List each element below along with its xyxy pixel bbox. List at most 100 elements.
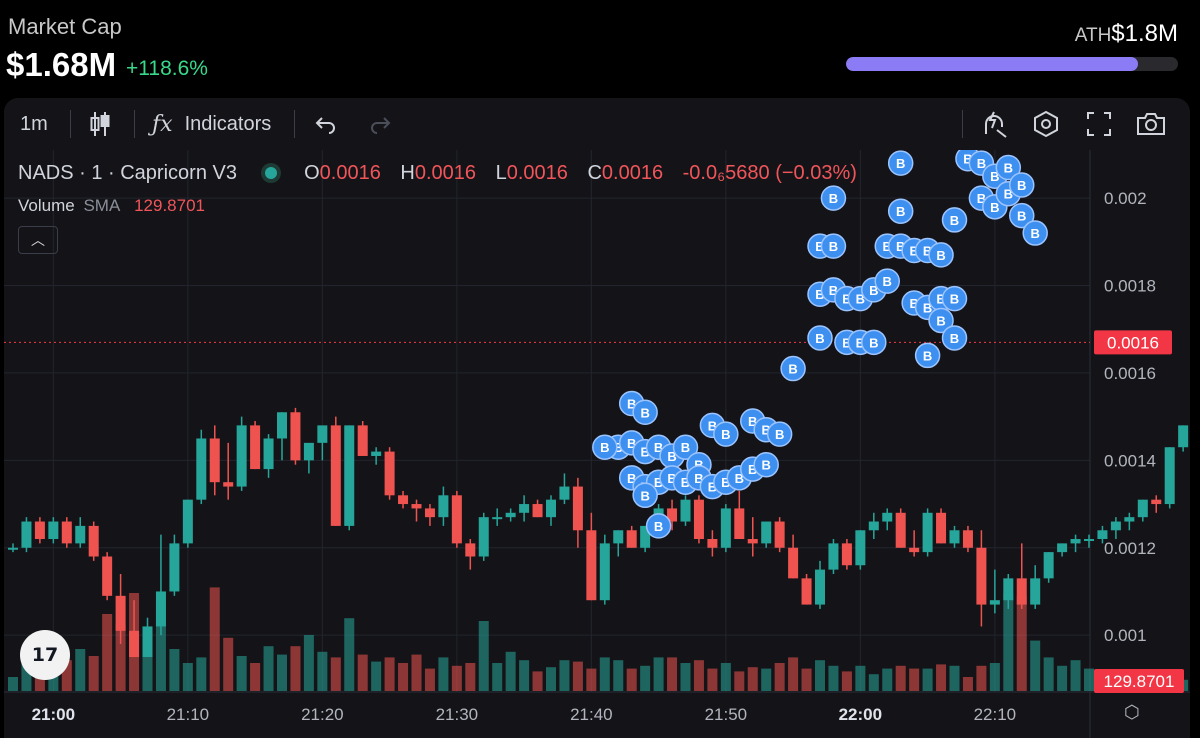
buy-marker[interactable] <box>941 325 968 351</box>
buy-marker[interactable] <box>632 399 658 426</box>
buy-marker[interactable] <box>914 342 941 369</box>
interval-button[interactable]: 1m <box>20 112 48 135</box>
candle-body[interactable] <box>815 569 825 605</box>
indicators-button[interactable]: ƒx Indicators <box>152 98 271 150</box>
collapse-legend-button[interactable]: ︿ <box>18 226 58 254</box>
undo-icon[interactable] <box>314 98 338 150</box>
buy-marker[interactable] <box>766 421 793 447</box>
candle-body[interactable] <box>572 486 583 531</box>
settings-icon[interactable] <box>1032 98 1060 150</box>
candle-body[interactable] <box>451 495 462 544</box>
candle-body[interactable] <box>182 499 193 544</box>
candle-body[interactable] <box>492 517 503 520</box>
candle-body[interactable] <box>1124 517 1135 522</box>
candle-body[interactable] <box>48 521 59 540</box>
candle-body[interactable] <box>680 499 691 522</box>
fullscreen-icon[interactable] <box>1086 98 1112 150</box>
candle-body[interactable] <box>613 530 624 544</box>
candle-body[interactable] <box>882 512 893 522</box>
candle-body[interactable] <box>841 543 852 566</box>
candle-body[interactable] <box>1151 499 1162 505</box>
buy-marker[interactable] <box>887 198 914 224</box>
candles-icon[interactable] <box>88 98 112 150</box>
candle-body[interactable] <box>465 543 476 557</box>
candle-body[interactable] <box>277 412 287 439</box>
candle-body[interactable] <box>532 504 543 518</box>
candle-body[interactable] <box>250 425 261 470</box>
candle-body[interactable] <box>155 591 166 627</box>
alert-icon[interactable] <box>980 98 1008 150</box>
candle-body[interactable] <box>371 451 382 456</box>
buy-marker[interactable] <box>645 513 672 539</box>
buy-marker[interactable] <box>941 285 968 312</box>
candle-body[interactable] <box>519 504 530 513</box>
buy-marker[interactable] <box>928 242 954 268</box>
candle-body[interactable] <box>720 508 731 548</box>
candle-body[interactable] <box>1164 447 1175 505</box>
chart-canvas[interactable]: 0.002 0.0018 0.0016 0.0014 0.0012 0.001 21:00 2… <box>4 145 1190 738</box>
candle-body[interactable] <box>344 425 355 526</box>
candle-body[interactable] <box>546 499 556 518</box>
candle-body[interactable] <box>1057 543 1068 553</box>
candle-body[interactable] <box>115 595 126 631</box>
candle-body[interactable] <box>88 525 99 557</box>
candle-body[interactable] <box>855 530 866 566</box>
buy-marker[interactable] <box>1009 172 1035 198</box>
buy-marker[interactable] <box>672 434 699 460</box>
candle-body[interactable] <box>828 543 839 570</box>
candle-body[interactable] <box>559 486 570 500</box>
candle-body[interactable] <box>8 547 18 550</box>
candle-body[interactable] <box>734 508 745 540</box>
buy-marker[interactable] <box>1022 220 1048 246</box>
candle-body[interactable] <box>34 521 45 540</box>
candle-body[interactable] <box>236 425 247 487</box>
candle-body[interactable] <box>936 512 947 544</box>
candle-body[interactable] <box>317 425 328 443</box>
candle-body[interactable] <box>774 521 785 548</box>
axis-settings-icon[interactable]: ⬡ <box>1124 702 1140 722</box>
candle-body[interactable] <box>398 495 409 505</box>
candle-body[interactable] <box>1070 539 1081 544</box>
candle-body[interactable] <box>949 530 960 544</box>
camera-icon[interactable] <box>1136 98 1166 150</box>
candle-body[interactable] <box>962 530 973 548</box>
buy-marker[interactable] <box>713 421 739 447</box>
candle-body[interactable] <box>801 578 812 605</box>
buy-marker[interactable] <box>592 434 618 460</box>
candle-body[interactable] <box>868 521 879 531</box>
candle-body[interactable] <box>330 425 341 526</box>
candle-body[interactable] <box>1178 425 1189 448</box>
candle-body[interactable] <box>693 499 704 540</box>
buy-marker[interactable] <box>874 268 900 294</box>
candle-body[interactable] <box>989 600 1000 605</box>
candle-body[interactable] <box>102 556 113 596</box>
candle-body[interactable] <box>599 543 610 601</box>
candle-body[interactable] <box>196 438 207 500</box>
candle-body[interactable] <box>169 543 180 592</box>
candle-body[interactable] <box>223 482 234 487</box>
candle-body[interactable] <box>788 547 799 579</box>
buy-marker[interactable] <box>820 185 847 211</box>
candle-body[interactable] <box>438 495 449 518</box>
candle-body[interactable] <box>303 442 314 461</box>
candle-body[interactable] <box>1084 539 1094 542</box>
candle-body[interactable] <box>411 504 422 509</box>
tradingview-logo[interactable]: 17 <box>20 630 70 680</box>
candle-body[interactable] <box>1137 499 1148 518</box>
candle-body[interactable] <box>1016 578 1027 605</box>
candle-body[interactable] <box>640 525 651 548</box>
candle-body[interactable] <box>707 539 718 548</box>
buy-marker[interactable] <box>780 355 806 382</box>
candle-body[interactable] <box>667 508 678 522</box>
candle-body[interactable] <box>290 412 301 461</box>
buy-marker[interactable] <box>753 451 779 478</box>
candle-body[interactable] <box>1097 530 1108 540</box>
candle-body[interactable] <box>142 626 153 658</box>
candle-body[interactable] <box>761 521 772 544</box>
candle-body[interactable] <box>478 517 489 557</box>
candle-body[interactable] <box>909 547 920 553</box>
price-chart[interactable]: 0.002 0.0018 0.0016 0.0014 0.0012 0.001 21:00 2… <box>4 145 1190 738</box>
candle-body[interactable] <box>75 525 86 544</box>
candle-body[interactable] <box>357 425 368 456</box>
candle-body[interactable] <box>586 530 597 601</box>
